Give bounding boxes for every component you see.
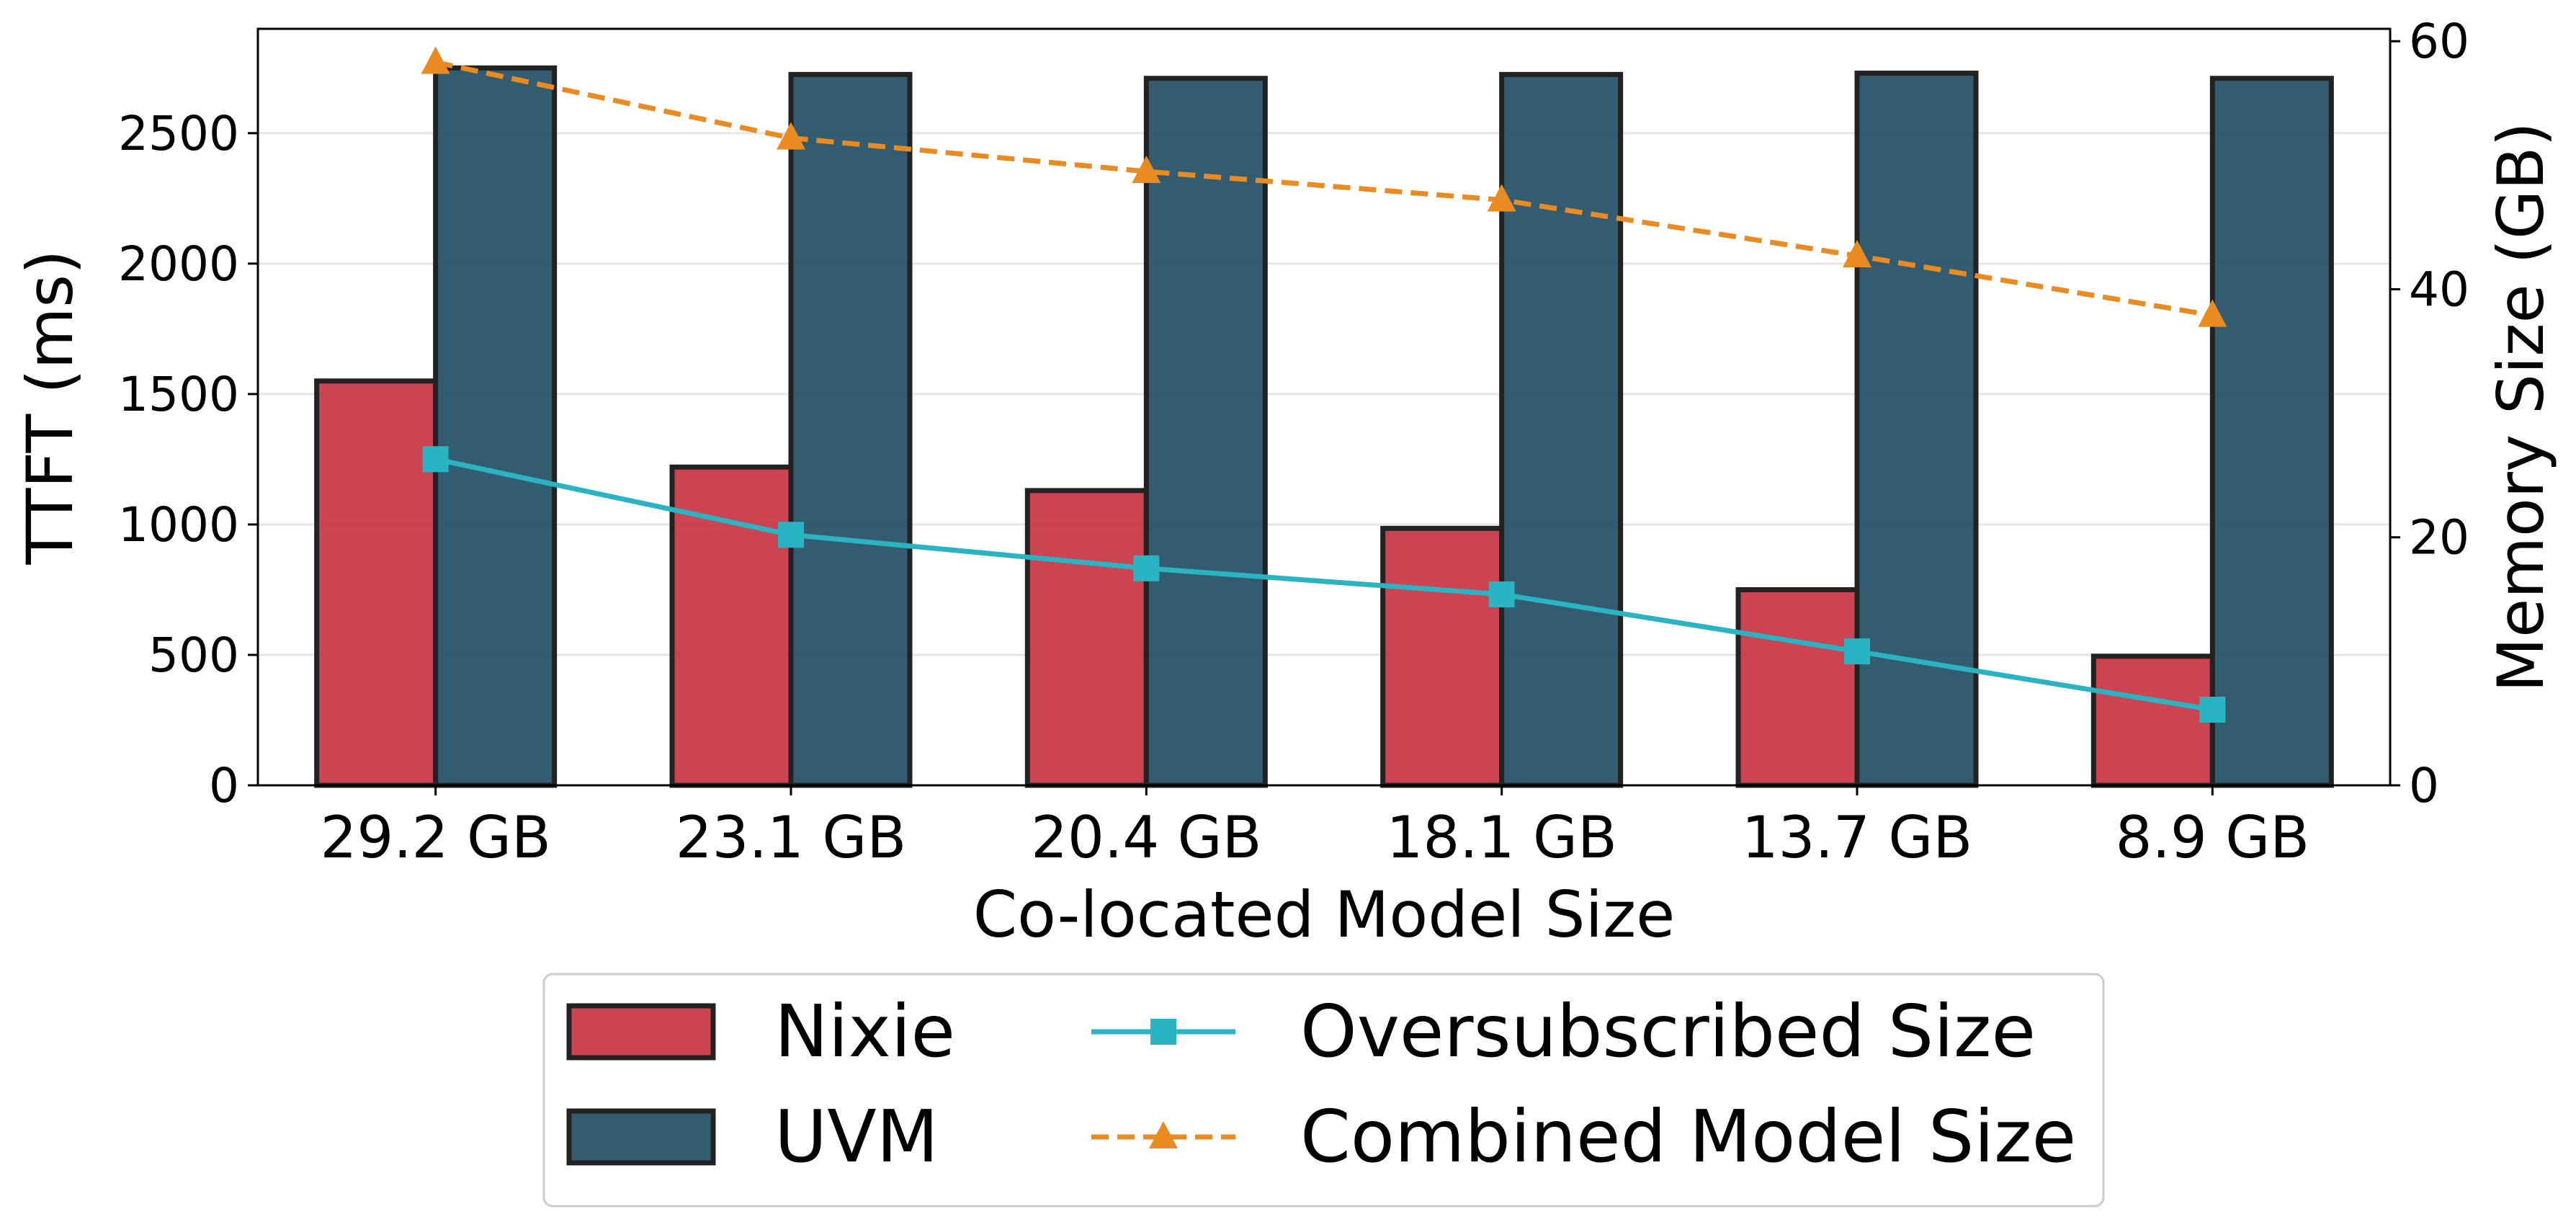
marker-triangle (2198, 299, 2227, 327)
y-tick-label: 2000 (118, 236, 239, 292)
y-right-tick-label: 60 (2409, 14, 2469, 69)
legend-label: Combined Model Size (1300, 1094, 2076, 1179)
y-tick-label: 1000 (118, 497, 239, 553)
bar-uvm (433, 65, 558, 788)
marker-triangle (1487, 184, 1516, 212)
x-tick-label: 8.9 GB (2116, 804, 2310, 871)
bar-uvm (1143, 76, 1268, 788)
legend: Nixie UVM Oversubscribed Size Combined Mode… (542, 973, 2105, 1208)
bar-uvm (1854, 71, 1979, 788)
x-tick-label: 23.1 GB (676, 804, 906, 871)
legend-marker-triangle (1149, 1121, 1178, 1148)
y-axis-left: 0 500 1000 1500 2000 2500 (118, 106, 258, 813)
plot-frame (256, 27, 2392, 787)
legend-label: Nixie (774, 989, 955, 1074)
marker-triangle (1843, 240, 1871, 267)
y-right-tick-label: 0 (2409, 758, 2439, 813)
legend-swatch-uvm (566, 1108, 716, 1166)
bar-nixie (2090, 653, 2215, 788)
y-tick-label: 500 (148, 628, 239, 683)
x-tick-label: 29.2 GB (320, 804, 550, 871)
legend-box (542, 973, 2105, 1208)
x-axis: 29.2 GB 23.1 GB 20.4 GB 18.1 GB 13.7 GB 8.9 G… (320, 785, 2309, 871)
bar-nixie (314, 378, 439, 788)
y-right-tick-label: 40 (2409, 262, 2469, 317)
bar-nixie (1735, 586, 1860, 788)
y-axis-label-right: Memory Size (GB) (2484, 122, 2558, 692)
bar-uvm (2209, 76, 2334, 788)
y-tick-label: 0 (209, 758, 239, 813)
line-combined-model-size (434, 60, 2213, 318)
marker-square (422, 446, 449, 473)
marker-square (1133, 555, 1160, 581)
x-tick-label: 20.4 GB (1031, 804, 1261, 871)
marker-square (2199, 697, 2226, 723)
bar-uvm (788, 71, 913, 788)
bar-nixie (1380, 525, 1505, 788)
y-tick-label: 2500 (118, 106, 239, 161)
legend-label: UVM (774, 1094, 939, 1179)
bar-nixie (1024, 488, 1149, 788)
legend-swatch-nixie (566, 1003, 716, 1061)
marker-triangle (1132, 155, 1161, 183)
marker-square (1488, 581, 1515, 607)
y-right-tick-label: 20 (2409, 510, 2469, 566)
marker-square (778, 522, 804, 548)
x-axis-label: Co-located Model Size (973, 878, 1676, 952)
x-tick-label: 13.7 GB (1742, 804, 1972, 871)
lines (421, 46, 2227, 723)
bar-uvm (1499, 71, 1624, 788)
legend-label: Oversubscribed Size (1300, 989, 2036, 1074)
marker-triangle (777, 122, 805, 150)
x-tick-label: 18.1 GB (1386, 804, 1616, 871)
y-tick-label: 1500 (118, 367, 239, 422)
y-axis-right: 0 20 40 60 (2390, 14, 2469, 813)
marker-triangle (421, 46, 450, 74)
marker-square (1844, 638, 1870, 665)
legend-marker-square (1150, 1019, 1176, 1045)
line-oversubscribed-size (434, 456, 2213, 713)
y-axis-label-left: TTFT (ms) (13, 250, 87, 566)
bars (314, 65, 2334, 788)
